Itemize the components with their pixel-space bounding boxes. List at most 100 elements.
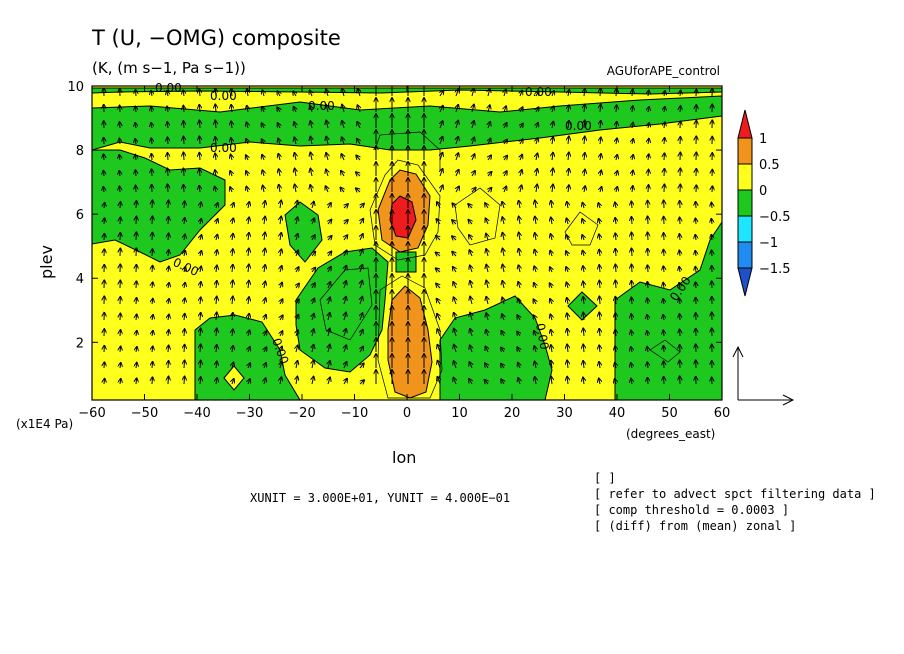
- wind-vector: [552, 106, 554, 113]
- chart-title: T (U, −OMG) composite: [91, 26, 341, 50]
- wind-vector: [502, 281, 504, 289]
- wind-vector: [168, 315, 169, 321]
- wind-vector: [599, 329, 600, 337]
- wind-vector: [328, 297, 330, 305]
- wind-vector: [262, 155, 264, 161]
- wind-vector: [312, 329, 314, 337]
- wind-vector: [328, 329, 330, 337]
- note-line: [ (diff) from (mean) zonal ]: [594, 519, 796, 533]
- wind-vector: [536, 107, 538, 113]
- wind-vector: [534, 346, 536, 353]
- wind-vector: [440, 121, 443, 129]
- wind-vector: [264, 201, 265, 209]
- wind-vector: [440, 106, 443, 113]
- wind-vector: [664, 138, 665, 145]
- wind-vector: [151, 107, 152, 113]
- wind-vector: [344, 235, 347, 241]
- wind-vector: [600, 89, 601, 97]
- wind-vector: [567, 329, 568, 337]
- wind-vector: [136, 347, 137, 353]
- wind-vector: [360, 219, 363, 225]
- colorbar-label: 0: [759, 184, 767, 199]
- wind-vector: [616, 155, 617, 161]
- wind-vector: [151, 91, 152, 97]
- wind-vector: [599, 379, 600, 385]
- wind-vector: [631, 233, 632, 241]
- wind-vector: [472, 138, 474, 145]
- wind-vector: [296, 346, 298, 353]
- wind-vector: [215, 89, 216, 97]
- wind-vector: [488, 89, 490, 97]
- wind-vector: [631, 347, 632, 353]
- wind-vector: [631, 363, 632, 369]
- wind-vector: [293, 91, 296, 97]
- wind-vector: [360, 204, 364, 208]
- wind-vector: [568, 185, 569, 193]
- wind-vector: [663, 283, 664, 289]
- wind-vector: [436, 219, 440, 225]
- wind-vector: [486, 234, 488, 241]
- wind-vector: [584, 170, 585, 177]
- wind-vector: [151, 123, 152, 129]
- wind-vector: [566, 283, 568, 289]
- wind-vector: [263, 186, 264, 193]
- wind-vector: [534, 315, 536, 321]
- wind-vector: [280, 249, 281, 257]
- wind-vector: [440, 169, 443, 177]
- wind-vector: [470, 313, 472, 321]
- wind-vector: [552, 122, 553, 129]
- x-tick-label: −50: [131, 406, 158, 421]
- wind-vector: [663, 299, 664, 305]
- wind-vector: [536, 123, 538, 129]
- wind-vector: [248, 363, 250, 369]
- wind-vector: [502, 217, 504, 225]
- wind-vector: [647, 347, 648, 353]
- wind-vector: [356, 172, 360, 176]
- wind-vector: [215, 170, 216, 177]
- wind-vector: [486, 281, 488, 289]
- wind-vector: [231, 138, 232, 145]
- wind-vector: [501, 331, 504, 337]
- wind-vector: [711, 219, 712, 225]
- wind-vector: [167, 153, 168, 161]
- contour-line: [454, 187, 501, 246]
- wind-vector: [519, 233, 520, 241]
- wind-vector: [104, 203, 105, 209]
- wind-vector: [119, 155, 120, 161]
- wind-vector: [452, 220, 456, 224]
- wind-vector: [551, 234, 552, 241]
- wind-vector: [488, 172, 491, 176]
- wind-vector: [360, 330, 363, 337]
- wind-vector: [436, 284, 440, 289]
- wind-vector: [567, 313, 568, 321]
- wind-vector: [168, 299, 169, 305]
- wind-vector: [168, 250, 169, 257]
- wind-vector: [552, 169, 553, 177]
- wind-vector: [648, 123, 649, 129]
- wind-vector: [294, 122, 296, 129]
- wind-vector: [631, 314, 632, 321]
- wind-vector: [328, 203, 331, 209]
- wind-vector: [599, 250, 600, 257]
- wind-vector: [357, 139, 360, 145]
- wind-vector: [310, 169, 312, 177]
- wind-vector: [536, 154, 537, 161]
- wind-vector: [296, 201, 297, 209]
- wind-vector: [488, 188, 491, 192]
- wind-vector: [248, 379, 250, 385]
- wind-vector: [264, 347, 266, 353]
- wind-vector: [520, 91, 522, 97]
- wind-vector: [344, 266, 346, 273]
- wind-vector: [583, 378, 584, 385]
- wind-vector: [647, 265, 648, 273]
- wind-vector: [344, 362, 347, 369]
- wind-vector: [216, 297, 217, 305]
- wind-vector: [615, 281, 616, 289]
- wind-vector: [103, 171, 104, 177]
- wind-vector: [567, 345, 568, 353]
- region-center-narrow: [395, 251, 417, 273]
- contour-line: [564, 211, 599, 246]
- y-tick-label: 6: [76, 208, 84, 223]
- reference-vector-horizontal: [738, 394, 795, 406]
